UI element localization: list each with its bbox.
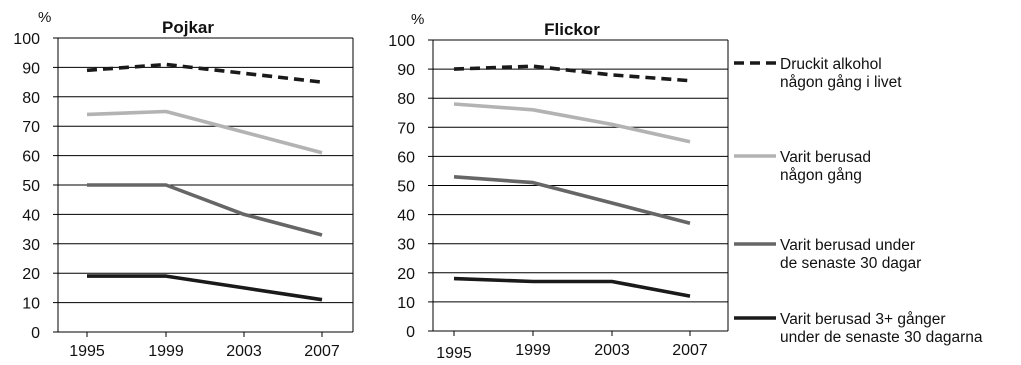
legend-label-line2: någon gång i livet [780, 74, 902, 91]
y-tick-label: 40 [397, 208, 415, 225]
y-tick-label: 0 [31, 325, 40, 342]
y-tick-label: 70 [22, 119, 40, 136]
x-tick-label: 1999 [515, 342, 551, 359]
y-tick-label: 10 [22, 296, 40, 313]
series-line-2 [87, 112, 322, 153]
legend-label-line1: Varit berusad 3+ gånger [780, 311, 946, 328]
x-tick-label: 2007 [672, 342, 708, 359]
y-tick-label: 0 [406, 324, 415, 341]
y-tick-label: 30 [397, 237, 415, 254]
y-tick-label: 40 [22, 207, 40, 224]
x-tick-label: 1999 [148, 343, 184, 360]
y-tick-label: 70 [397, 120, 415, 137]
legend-label-line2: någon gång [780, 167, 862, 184]
x-tick-label: 1995 [69, 343, 105, 360]
y-tick-label: 20 [22, 266, 40, 283]
x-tick-label: 1995 [436, 345, 472, 360]
series-line-2 [454, 104, 690, 142]
y-tick-label: 80 [397, 91, 415, 108]
y-tick-label: 20 [397, 266, 415, 283]
y-tick-label: 50 [397, 179, 415, 196]
legend-label-line2: under de senaste 30 dagarna [780, 329, 983, 346]
y-tick-label: 10 [397, 295, 415, 312]
chart-title: Pojkar [162, 18, 214, 37]
y-tick-label: 100 [388, 33, 415, 50]
y-tick-label: 90 [397, 62, 415, 79]
panel-flickor: % Flickor 0 10 20 30 40 50 60 70 80 90 100 1995 1999… [388, 11, 728, 360]
x-tick-label: 2007 [304, 343, 340, 360]
series-line-3 [454, 177, 690, 224]
y-tick-label: 100 [13, 31, 40, 48]
legend-label-line2: de senaste 30 dagar [780, 255, 921, 272]
x-tick-label: 2003 [226, 343, 262, 360]
y-tick-label: 60 [22, 149, 40, 166]
y-tick-label: 50 [22, 178, 40, 195]
series-line-1 [454, 66, 690, 81]
x-tick-label: 2003 [594, 342, 630, 359]
legend-label-line1: Druckit alkohol [780, 56, 882, 73]
panel-pojkar: % Pojkar 0 10 20 30 40 50 60 70 80 90 100 1995 1999 2… [13, 9, 353, 360]
legend-label-line1: Varit berusad [780, 149, 871, 166]
series-line-4 [87, 276, 322, 300]
series-line-3 [87, 185, 322, 235]
y-tick-label: 80 [22, 90, 40, 107]
y-tick-label: 30 [22, 237, 40, 254]
y-unit-label: % [38, 9, 51, 26]
chart-title: Flickor [544, 20, 600, 39]
y-tick-label: 60 [397, 149, 415, 166]
series-line-4 [454, 279, 690, 297]
y-tick-label: 90 [22, 60, 40, 77]
legend-label-line1: Varit berusad under [780, 237, 915, 254]
y-unit-label: % [411, 11, 424, 28]
